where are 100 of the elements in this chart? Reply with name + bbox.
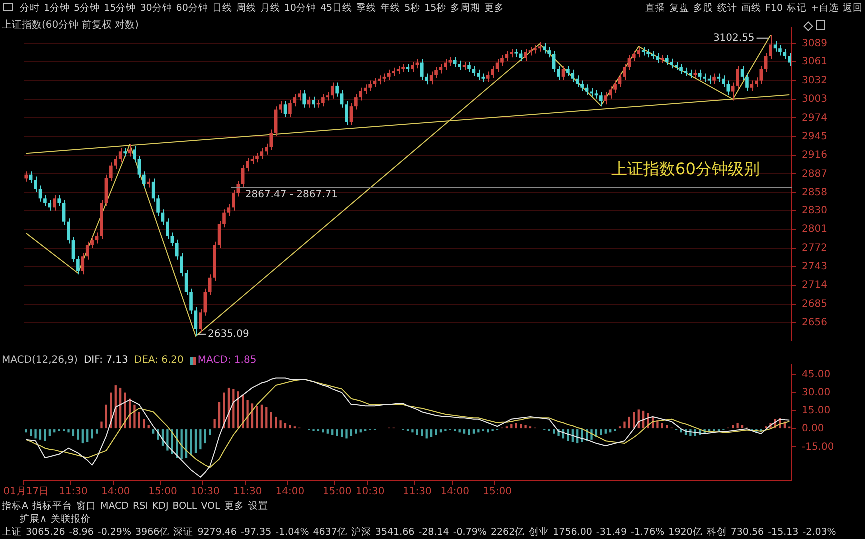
text: 指标平台 — [32, 500, 74, 512]
text: +自选 — [810, 2, 840, 14]
candlestick — [81, 252, 85, 276]
text: 15分钟 — [103, 2, 138, 14]
candlestick — [44, 194, 47, 207]
bar — [82, 430, 84, 444]
text: 指标A — [1, 500, 30, 512]
bar — [289, 425, 292, 429]
bar — [180, 430, 183, 460]
candlestick — [632, 50, 636, 62]
bar — [322, 430, 324, 433]
text: 9279.46 — [196, 526, 238, 538]
text: F10 — [764, 2, 784, 14]
candlestick — [769, 34, 772, 60]
bar — [190, 430, 192, 456]
candlestick — [712, 73, 716, 85]
y-tick-label: 3003 — [802, 94, 828, 106]
candlestick — [731, 82, 735, 102]
y-tick-label: 2887 — [802, 168, 828, 180]
candlestick — [260, 148, 264, 160]
candlestick — [284, 100, 288, 118]
bar — [280, 420, 282, 429]
candlestick — [519, 50, 523, 62]
text: 复盘 — [668, 2, 690, 14]
y-tick-label: 15.00 — [802, 406, 831, 417]
x-tick-label: 14:00 — [101, 486, 130, 498]
candlestick — [241, 164, 245, 188]
bar — [68, 430, 70, 433]
candlestick — [24, 171, 28, 182]
text: 科创 — [706, 526, 728, 538]
bar — [275, 416, 278, 429]
text: 1920亿 — [668, 526, 704, 538]
y-tick-label: 2916 — [802, 150, 828, 162]
candlestick — [468, 62, 471, 73]
candlestick — [698, 69, 702, 81]
bar — [336, 430, 338, 436]
y-tick-label: 3089 — [802, 38, 828, 50]
chart-title: 上证指数(60分钟 前复权 对数) — [2, 18, 139, 32]
candlestick — [312, 96, 316, 108]
x-tick-label: 15:00 — [483, 486, 512, 498]
candlestick — [618, 73, 622, 88]
bar — [77, 430, 80, 440]
bar — [472, 430, 476, 434]
candlestick — [444, 59, 448, 72]
candlestick — [95, 232, 99, 244]
y-tick-label: 2945 — [802, 131, 828, 142]
text: 分时 — [19, 2, 41, 14]
bar — [567, 430, 570, 442]
candlestick — [227, 204, 231, 217]
candlestick — [147, 178, 151, 188]
candlestick — [350, 102, 354, 126]
bar — [237, 392, 240, 429]
y-tick-label: 2743 — [802, 262, 828, 273]
text: 60分钟 — [175, 2, 210, 14]
text: 3541.66 — [374, 526, 416, 538]
candlestick — [670, 58, 674, 70]
text: 设置 — [247, 500, 270, 512]
text: 上证 — [1, 526, 23, 538]
candlestick — [180, 252, 184, 278]
text: VOL — [200, 500, 222, 512]
bar — [624, 422, 626, 429]
bar — [218, 402, 221, 429]
candlestick — [307, 96, 311, 108]
text: 季线 — [356, 2, 378, 14]
text: 沪深 — [350, 526, 372, 538]
bar — [39, 430, 42, 440]
y-tick-label: 0.00 — [802, 424, 824, 435]
text: 返回 — [842, 2, 864, 14]
text: 3966亿 — [134, 526, 171, 538]
candlestick — [453, 56, 457, 68]
candlestick — [491, 66, 494, 79]
text: -31.49 — [595, 526, 628, 538]
candlestick — [246, 158, 250, 172]
bar — [48, 430, 51, 436]
x-tick-label: 14:00 — [440, 486, 470, 498]
bar — [166, 430, 169, 451]
candlestick — [562, 66, 566, 81]
bar — [200, 430, 202, 450]
text: 多周期 — [450, 2, 482, 14]
candlestick — [548, 46, 551, 58]
candlestick — [354, 94, 358, 110]
bar — [284, 423, 287, 429]
bar — [100, 422, 103, 429]
text: 关联报价 — [50, 512, 92, 526]
bar — [86, 430, 89, 442]
candlestick — [76, 255, 80, 276]
bar — [30, 430, 32, 436]
candlestick — [114, 156, 118, 170]
candlestick — [783, 48, 787, 60]
bar — [355, 430, 358, 434]
candlestick — [378, 75, 382, 86]
bar — [214, 419, 216, 429]
candlestick — [142, 171, 146, 188]
text: -8.96 — [68, 526, 95, 538]
bar — [91, 430, 94, 439]
bar — [666, 425, 668, 429]
candlestick — [600, 92, 603, 108]
bar — [600, 430, 602, 436]
x-tick-label: 10:30 — [356, 486, 385, 498]
text: DEA: 6.20 — [134, 355, 184, 366]
